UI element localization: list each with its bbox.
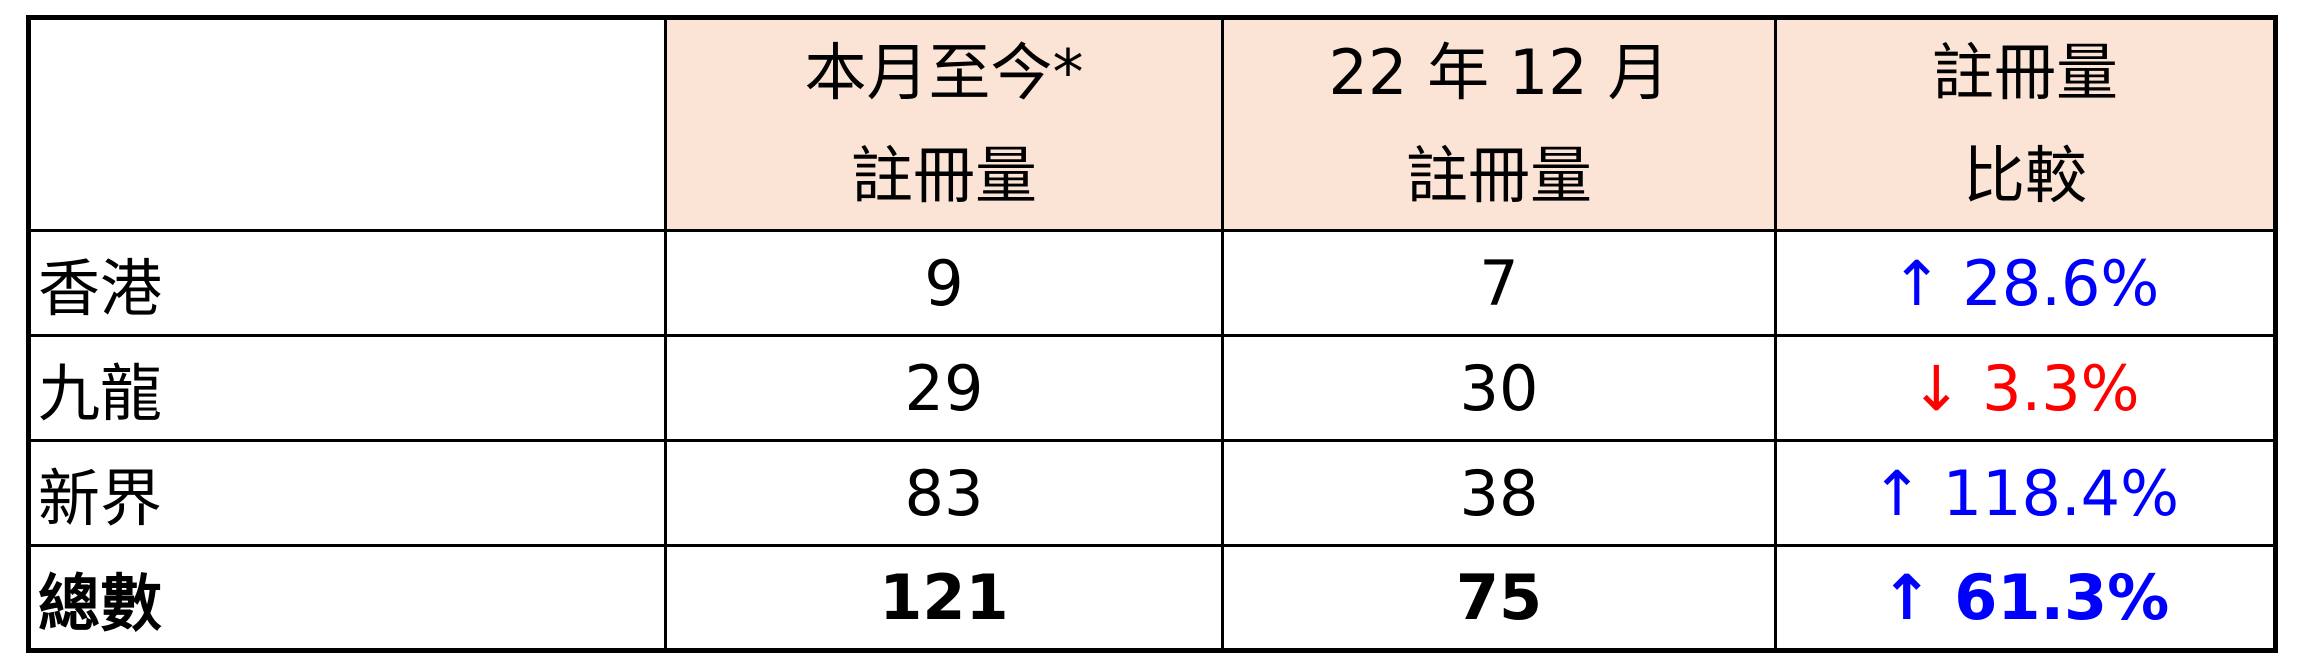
current-month-value: 121	[664, 544, 1224, 652]
table-body: 香港 9 7 ↑ 28.6% 九龍 29 30 ↓ 3.3% 新界 83 38 …	[27, 229, 2277, 652]
header-line-2: 比較	[1962, 138, 2087, 212]
header-cell-comparison: 註冊量 比較	[1774, 16, 2277, 232]
current-month-value: 83	[664, 439, 1224, 547]
header-cell-current-month: 本月至今* 註冊量	[664, 16, 1224, 232]
previous-month-value: 7	[1221, 229, 1777, 337]
change-value: ↑ 118.4%	[1774, 439, 2277, 547]
change-value: ↑ 28.6%	[1774, 229, 2277, 337]
region-label: 香港	[27, 229, 667, 337]
header-line-1: 本月至今*	[804, 36, 1084, 110]
header-line-1: 22 年 12 月	[1328, 36, 1670, 110]
table-row-hongkong: 香港 9 7 ↑ 28.6%	[27, 229, 2277, 337]
region-label: 新界	[27, 439, 667, 547]
current-month-value: 29	[664, 334, 1224, 442]
table-row-total: 總數 121 75 ↑ 61.3%	[27, 544, 2277, 652]
change-value: ↓ 3.3%	[1774, 334, 2277, 442]
header-stack: 22 年 12 月 註冊量	[1226, 22, 1773, 227]
header-row: 本月至今* 註冊量 22 年 12 月 註冊量 註冊量 比較	[27, 16, 2277, 232]
header-cell-dec-2022: 22 年 12 月 註冊量	[1221, 16, 1777, 232]
current-month-value: 9	[664, 229, 1224, 337]
previous-month-value: 38	[1221, 439, 1777, 547]
header-cell-blank	[27, 16, 667, 232]
region-label: 總數	[27, 544, 667, 652]
registration-table: 本月至今* 註冊量 22 年 12 月 註冊量 註冊量 比較	[26, 15, 2278, 653]
previous-month-value: 75	[1221, 544, 1777, 652]
header-line-1: 註冊量	[1931, 36, 2118, 110]
table-header: 本月至今* 註冊量 22 年 12 月 註冊量 註冊量 比較	[27, 16, 2277, 232]
table-row-kowloon: 九龍 29 30 ↓ 3.3%	[27, 334, 2277, 442]
table-row-new-territories: 新界 83 38 ↑ 118.4%	[27, 439, 2277, 547]
region-label: 九龍	[27, 334, 667, 442]
previous-month-value: 30	[1221, 334, 1777, 442]
header-line-2: 註冊量	[850, 138, 1037, 212]
header-stack: 本月至今* 註冊量	[669, 22, 1220, 227]
header-line-2: 註冊量	[1405, 138, 1592, 212]
header-stack: 註冊量 比較	[1779, 22, 2273, 227]
change-value: ↑ 61.3%	[1774, 544, 2277, 652]
